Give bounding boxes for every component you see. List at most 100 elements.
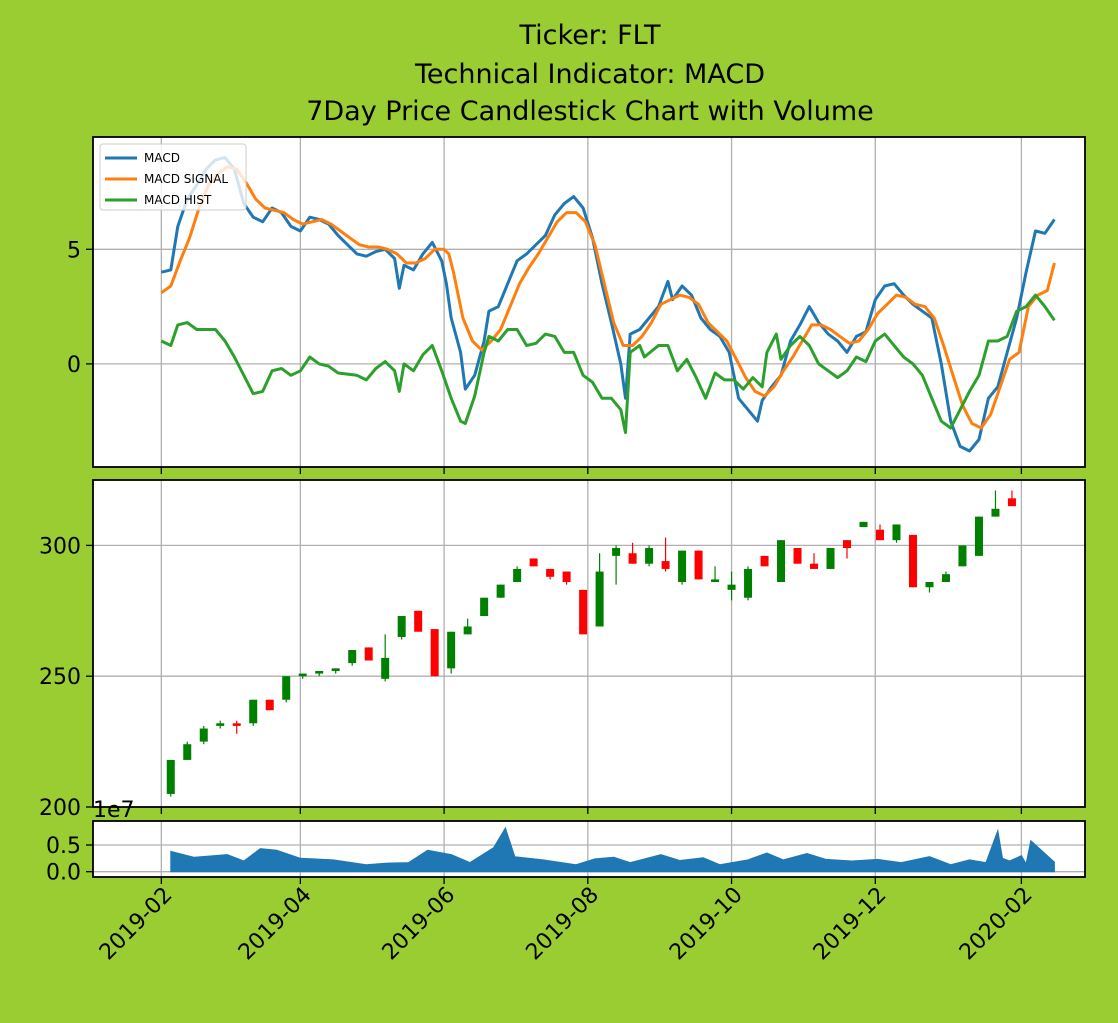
candle	[694, 550, 703, 580]
candle-body	[480, 597, 489, 617]
chart-title-line-2: Technical Indicator: MACD	[414, 59, 765, 90]
candle-body	[331, 668, 340, 671]
candle-body	[546, 568, 555, 577]
candle	[579, 589, 588, 635]
candle-body	[810, 563, 819, 569]
candle-body	[826, 548, 835, 569]
candle	[249, 699, 258, 726]
chart-title-line-1: Ticker: FLT	[519, 20, 661, 51]
panel-macd: 0 5 MACD MACD SIGNAL MACD HIST	[67, 136, 1086, 474]
candle-body	[579, 589, 588, 635]
volume-multiplier-label: 1e7	[93, 798, 135, 823]
chart-title-group: Ticker: FLT Technical Indicator: MACD 7D…	[306, 20, 874, 127]
candle	[859, 521, 868, 528]
candle	[843, 540, 852, 559]
candle	[645, 545, 654, 567]
series-line-macd-signal	[160, 165, 1056, 430]
panel-data-macd	[160, 156, 1056, 453]
legend-box	[99, 143, 247, 211]
candle	[810, 553, 819, 569]
candle	[216, 720, 225, 729]
y-tick-label: 250	[39, 665, 81, 690]
candle	[612, 545, 621, 585]
candle-body	[645, 548, 654, 564]
candle-body	[925, 582, 934, 588]
candle-body	[381, 657, 390, 679]
candle	[941, 571, 950, 583]
candle-body	[991, 508, 1000, 517]
candle	[348, 650, 357, 666]
candle-body	[414, 610, 423, 632]
x-tick-labels: 2019-02 2019-04 2019-06 2019-08 2019-10 2019-…	[95, 883, 1038, 966]
candle	[381, 634, 390, 682]
panels-layer: 0 5 MACD MACD SIGNAL MACD HIST 200 250 300 0.00.…	[39, 136, 1086, 966]
candle	[364, 647, 373, 661]
panel-frame	[92, 479, 1086, 808]
candle	[991, 490, 1000, 517]
candle-body	[562, 571, 571, 583]
candle-body	[760, 555, 769, 567]
panel-frame	[92, 136, 1086, 468]
candle	[496, 584, 505, 598]
candle-body	[941, 574, 950, 583]
series-line-macd-hist	[160, 293, 1056, 435]
candle	[183, 741, 192, 760]
candle-body	[744, 568, 753, 598]
candle-body	[958, 545, 967, 567]
candle-body	[447, 631, 456, 669]
candle	[430, 629, 439, 677]
panel-data-volume	[170, 826, 1055, 873]
candle-body	[265, 699, 274, 711]
candle-body	[694, 550, 703, 580]
candle	[315, 670, 324, 677]
y-tick-label: 0.0	[46, 861, 81, 886]
y-tick-label: 0	[67, 353, 81, 378]
legend-label: MACD SIGNAL	[144, 172, 228, 186]
candle	[595, 553, 604, 627]
candle-body	[1007, 498, 1016, 507]
x-tick-label: 2019-12	[809, 883, 892, 966]
candle	[727, 571, 736, 601]
candle	[1007, 490, 1016, 507]
candle	[793, 548, 802, 564]
candle-body	[232, 723, 241, 726]
candle	[562, 571, 571, 585]
candle-body	[216, 723, 225, 726]
candle-body	[282, 676, 291, 700]
candle-body	[397, 616, 406, 637]
y-tick-label: 300	[39, 534, 81, 559]
candle	[166, 759, 175, 797]
candle-body	[463, 626, 472, 635]
candle	[760, 555, 769, 567]
candle-body	[974, 516, 983, 556]
y-tick-label: 5	[67, 238, 81, 263]
y-tick-label: 200	[39, 796, 81, 821]
candle-body	[513, 568, 522, 583]
panel-data-price	[166, 490, 1016, 797]
y-tick-label: 0.5	[46, 834, 81, 859]
candle-body	[348, 650, 357, 664]
candle	[958, 545, 967, 567]
candle	[513, 566, 522, 583]
candle-body	[595, 571, 604, 627]
candle	[199, 725, 208, 745]
candle	[628, 542, 637, 564]
candle-body	[612, 548, 621, 556]
volume-area	[170, 826, 1055, 873]
candle	[974, 516, 983, 556]
candle-body	[628, 553, 637, 564]
candle-body	[183, 744, 192, 760]
candle	[414, 610, 423, 632]
x-tick-label: 2019-10	[665, 883, 748, 966]
candle-body	[249, 699, 258, 724]
candle	[925, 582, 934, 593]
candle	[463, 618, 472, 635]
candle-body	[892, 524, 901, 541]
candle	[711, 566, 720, 583]
candle	[744, 566, 753, 601]
x-tick-label: 2019-02	[95, 883, 178, 966]
candle	[826, 548, 835, 569]
panel-frame	[92, 820, 1086, 878]
